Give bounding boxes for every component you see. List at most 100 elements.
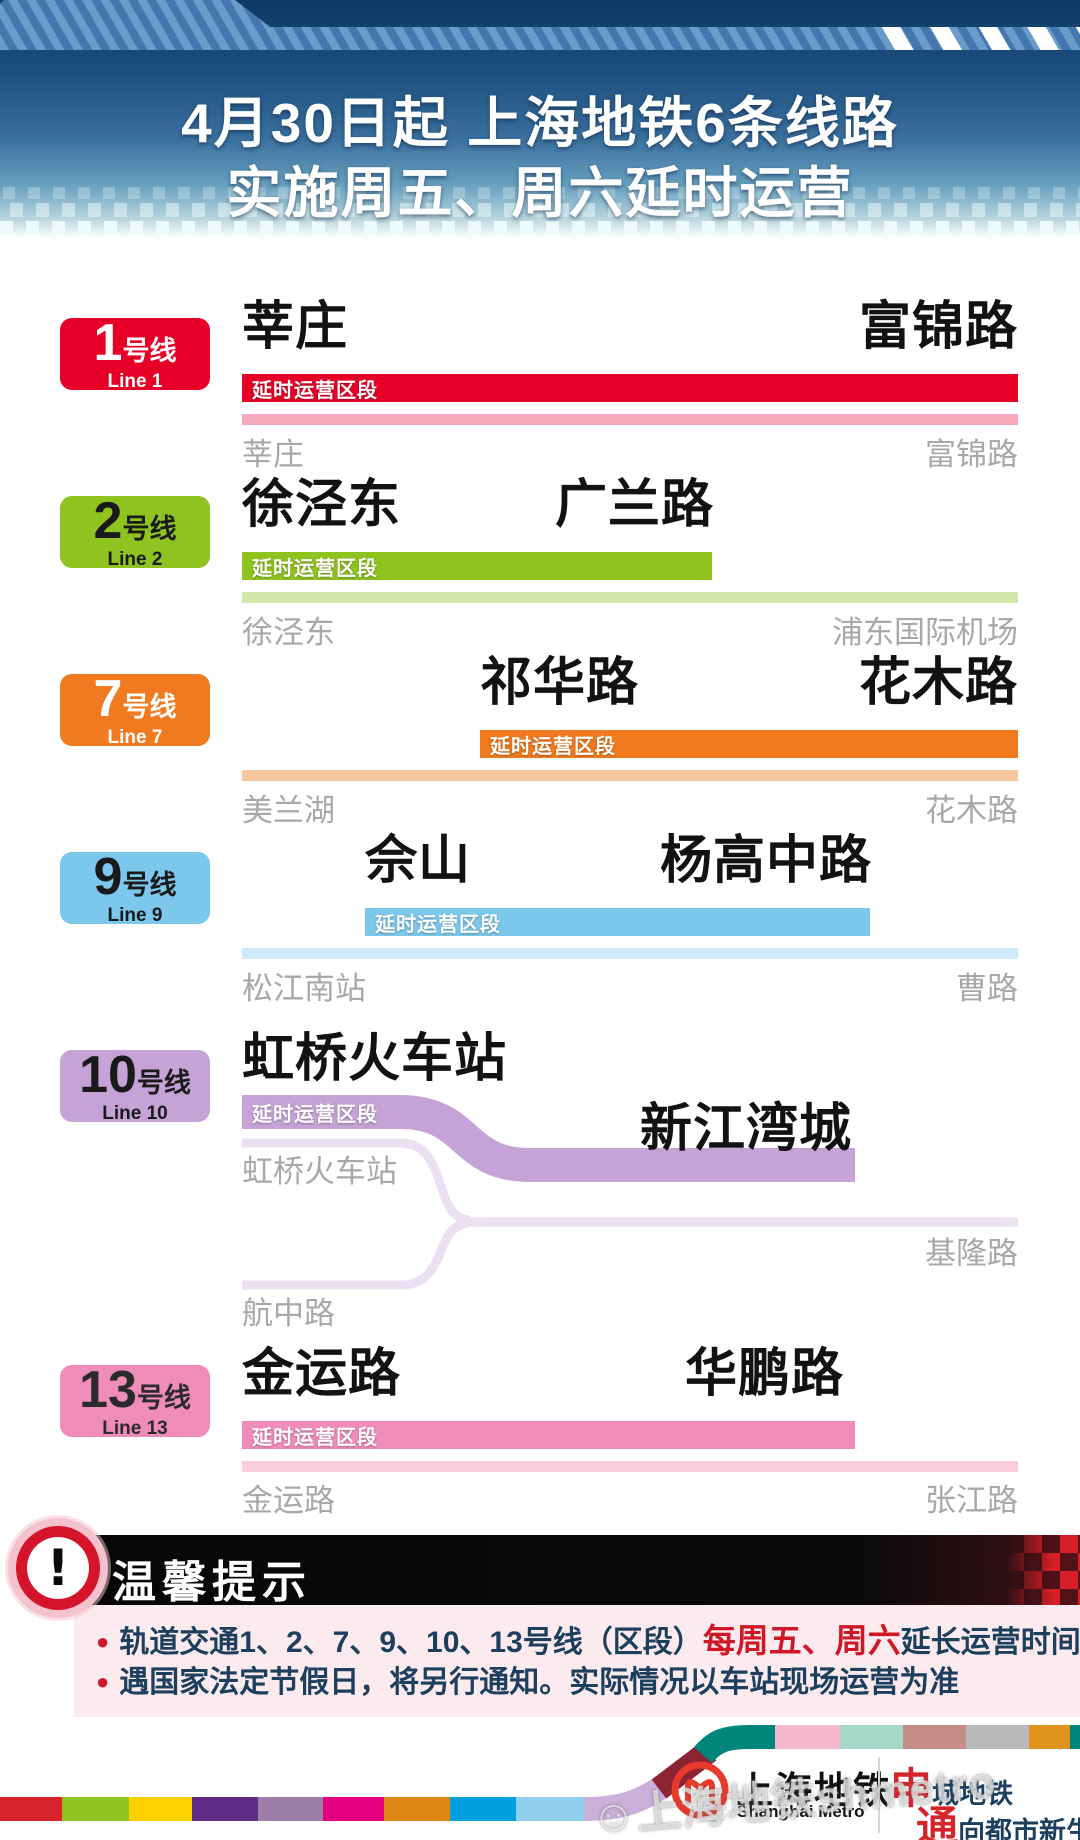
line-13-badge: 13 号线 Line 13	[60, 1364, 210, 1439]
line-9-number: 9	[93, 848, 123, 906]
ribbon-segment	[62, 1797, 129, 1821]
line-7-segment-label: 延时运营区段	[490, 735, 616, 758]
slogan-accent-1: 申	[890, 1765, 933, 1812]
checker-decoration	[1006, 1535, 1080, 1605]
ribbon-segment	[450, 1797, 516, 1821]
line-10-segment-label: 延时运营区段	[252, 1103, 378, 1126]
line-9-full-line-bar	[242, 948, 1018, 959]
ribbon-segment	[775, 1725, 840, 1749]
bullet-2-text: 遇国家法定节假日，将另行通知。实际情况以车站现场运营为准	[119, 1666, 960, 1699]
bullet-1-pre: 轨道交通1、2、7、9、10、13号线（区段）	[119, 1626, 703, 1659]
line-13-extended-segment-bar: 延时运营区段	[242, 1421, 855, 1449]
line-1-number: 1	[93, 314, 123, 372]
alert-icon-ring: !	[16, 1526, 100, 1610]
alert-icon-inner: !	[27, 1537, 89, 1599]
line-10-end-station: 新江湾城	[640, 1100, 853, 1158]
line-2-terminus-left: 徐泾东	[242, 615, 335, 650]
bullet-dot-icon: ●	[96, 1629, 110, 1654]
notice-title: 温馨提示	[112, 1558, 312, 1607]
line-7-badge-top: 7 号线	[94, 673, 177, 725]
metro-logo-en: Shanghai Metro	[737, 1802, 865, 1821]
line-10-number: 10	[79, 1046, 137, 1104]
line-10-badge: 10 号线 Line 10	[60, 1049, 210, 1124]
ribbon-segment	[966, 1725, 1029, 1749]
line-9-badge-top: 9 号线	[94, 851, 177, 903]
line-9-start-station: 佘山	[365, 832, 472, 890]
ribbon-segment	[323, 1797, 384, 1821]
line-1-end-station: 富锦路	[858, 298, 1018, 356]
line-7-full-line-bar	[242, 770, 1018, 781]
ribbon-segment	[516, 1797, 584, 1821]
line-2-terminus-right: 浦东国际机场	[832, 615, 1018, 650]
notice-title-bar	[74, 1535, 1080, 1605]
exclamation-icon: !	[46, 1539, 70, 1597]
header-banner: 4月30日起 上海地铁6条线路 实施周五、周六延时运营	[0, 0, 1080, 238]
ribbon-segment	[1029, 1725, 1070, 1749]
line-9-extended-segment-bar: 延时运营区段	[365, 908, 870, 936]
line-2-english: Line 2	[107, 549, 163, 570]
line-7-badge: 7 号线 Line 7	[60, 673, 210, 748]
line-2-end-station: 广兰路	[555, 476, 715, 534]
line-1-english: Line 1	[107, 371, 163, 392]
line-7-number: 7	[93, 670, 123, 728]
slogan-rest-2: 向都市新生活	[958, 1817, 1080, 1840]
slogan-accent-2: 通	[916, 1803, 959, 1840]
watermark-smiley-icon: ☺	[589, 1789, 640, 1840]
notice-body	[74, 1605, 1080, 1717]
line-13-terminus-left: 金运路	[242, 1483, 335, 1518]
bullet-1-post: 延长运营时间。	[900, 1626, 1080, 1659]
line-1-badge: 1 号线 Line 1	[60, 314, 210, 392]
metro-logo-cn: 上海地铁	[736, 1770, 892, 1811]
line-9-suffix: 号线	[122, 870, 177, 900]
line-10-fork-diagram	[242, 1095, 1018, 1290]
line-13-segment-label: 延时运营区段	[252, 1426, 378, 1449]
line-1-terminus-right: 富锦路	[925, 437, 1018, 472]
ribbon-segment	[192, 1797, 258, 1821]
metro-lines-ribbon	[0, 1725, 1080, 1821]
line-13-number: 13	[79, 1361, 137, 1419]
line-10-terminus-right: 基隆路	[925, 1236, 1018, 1271]
slogan-rest-1: 城地铁	[932, 1779, 1014, 1809]
line-7-end-station: 花木路	[858, 654, 1018, 712]
ribbon-segment	[0, 1797, 62, 1821]
line-13-start-station: 金运路	[242, 1345, 402, 1403]
line-9-english: Line 9	[107, 905, 163, 926]
line-10-badge-top: 10 号线	[79, 1049, 191, 1101]
line-9-terminus-right: 曹路	[956, 971, 1018, 1006]
line-10-english: Line 10	[102, 1103, 168, 1124]
page-title-line1: 4月30日起 上海地铁6条线路	[181, 92, 899, 154]
notice-bullet-2: ● 遇国家法定节假日，将另行通知。实际情况以车站现场运营为准	[96, 1663, 959, 1702]
slogan-line-1: 申 城地铁	[890, 1755, 1013, 1816]
ribbon-segment	[1070, 1725, 1080, 1749]
line-2-suffix: 号线	[122, 514, 177, 544]
line-13-end-station: 华鹏路	[685, 1345, 845, 1403]
line-1-start-station: 莘庄	[242, 298, 349, 356]
line-1-full-line-bar	[242, 414, 1018, 425]
line-7-extended-segment-bar: 延时运营区段	[480, 730, 1018, 758]
ribbon-curve-teal	[693, 1725, 778, 1764]
ribbon-segment	[258, 1797, 323, 1821]
ribbon-segment	[903, 1725, 966, 1749]
bullet-1-highlight: 每周五、周六	[702, 1622, 901, 1659]
line-10-start-station: 虹桥火车站	[242, 1030, 508, 1088]
line-10-branch-lower	[242, 1218, 471, 1290]
line-10-suffix: 号线	[136, 1068, 191, 1098]
line-2-extended-segment-bar: 延时运营区段	[242, 552, 712, 580]
slogan-line-2: 通 向都市新生活	[916, 1793, 1080, 1840]
ribbon-segment	[384, 1797, 450, 1821]
line-13-badge-top: 13 号线	[79, 1364, 191, 1416]
line-13-terminus-right: 张江路	[925, 1483, 1018, 1518]
shanghai-metro-logo	[671, 1761, 729, 1819]
line-13-english: Line 13	[102, 1418, 168, 1439]
line-7-suffix: 号线	[122, 692, 177, 722]
line-7-terminus-right: 花木路	[925, 793, 1018, 828]
line-1-suffix: 号线	[122, 336, 177, 366]
line-7-english: Line 7	[107, 727, 163, 748]
line-2-badge-top: 2 号线	[94, 495, 177, 547]
bullet-dot-icon: ●	[96, 1669, 110, 1694]
stripe-tab-decoration	[0, 0, 300, 50]
line-2-segment-label: 延时运营区段	[252, 557, 378, 580]
ribbon-segment	[840, 1725, 903, 1749]
line-7-terminus-left: 美兰湖	[242, 793, 335, 828]
